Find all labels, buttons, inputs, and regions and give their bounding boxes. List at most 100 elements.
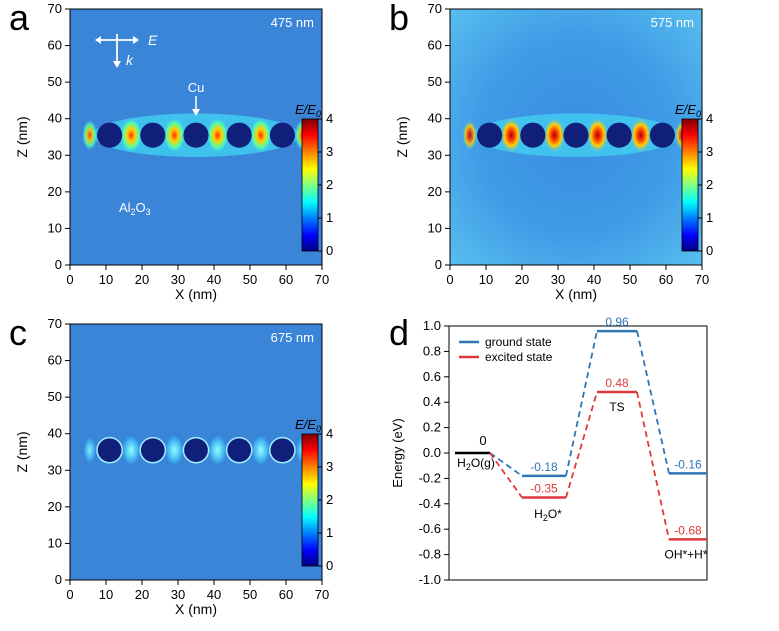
y-tick-label: 20 — [48, 184, 62, 199]
y-tick-label: 30 — [48, 147, 62, 162]
gap-hotspot — [163, 117, 186, 154]
y-tick-label: 40 — [48, 426, 62, 441]
y-tick-label: 70 — [48, 1, 62, 16]
x-tick-label: 20 — [135, 272, 149, 287]
colorbar-title-sub: 0 — [316, 424, 321, 434]
y-tick-label: 60 — [48, 38, 62, 53]
arrowhead-right-icon — [133, 36, 139, 44]
colorbar — [301, 118, 319, 252]
state-label-h2o-g: H2O(g) — [457, 456, 495, 472]
transition-connector — [565, 391, 598, 498]
y-tick-label: 0.0 — [423, 445, 441, 460]
colorbar-tick-label: 4 — [706, 111, 713, 126]
gap-hotspot — [206, 117, 229, 154]
colorbar-tick-label: 0 — [326, 558, 333, 573]
y-tick-label: 10 — [48, 220, 62, 235]
arrowhead-left-icon — [95, 36, 101, 44]
x-tick-label: 60 — [279, 587, 293, 602]
x-tick-label: 30 — [171, 587, 185, 602]
y-tick-label: 0.8 — [423, 343, 441, 358]
cu-particle — [140, 122, 166, 148]
colorbar-tick-label: 0 — [326, 243, 333, 258]
y-tick-label: 0 — [435, 257, 442, 272]
cu-particle — [563, 122, 589, 148]
colorbar-tick-label: 3 — [706, 144, 713, 159]
edge-hotspot — [82, 434, 98, 466]
cu-particle — [269, 122, 295, 148]
transition-connector — [636, 330, 670, 474]
x-tick-label: 20 — [515, 272, 529, 287]
wavelength-label: 575 nm — [651, 15, 694, 30]
plot-frame — [69, 8, 323, 266]
level-label-reference: 0 — [479, 433, 486, 448]
energy-value-label: 0.48 — [605, 376, 629, 390]
gap-hotspot — [543, 117, 566, 154]
colorbar-tick-label: 3 — [326, 459, 333, 474]
panel-letter-d: d — [389, 312, 410, 353]
panel-letter-a: a — [9, 0, 30, 38]
x-tick-label: 40 — [207, 587, 221, 602]
colorbar-title: E/E0 — [295, 102, 321, 119]
y-tick-label: 20 — [428, 184, 442, 199]
transition-connector — [489, 452, 523, 477]
colorbar-tick-label: 1 — [326, 525, 333, 540]
colorbar — [301, 433, 319, 567]
y-tick-label: 70 — [428, 1, 442, 16]
x-tick-label: 40 — [587, 272, 601, 287]
y-tick-label: -0.8 — [419, 547, 441, 562]
x-tick-label: 70 — [315, 272, 329, 287]
y-tick-label: 30 — [48, 462, 62, 477]
wavelength-label: 475 nm — [271, 15, 314, 30]
y-tick-label: 40 — [428, 111, 442, 126]
cu-particle — [96, 436, 123, 464]
energy-value-label: 0.96 — [605, 315, 629, 329]
gap-hotspot — [119, 117, 143, 154]
transition-connector — [489, 452, 523, 498]
y-axis-label: Z (nm) — [14, 431, 30, 472]
cu-particle — [520, 122, 546, 148]
y-tick-label: 50 — [48, 389, 62, 404]
y-tick-label: 40 — [48, 111, 62, 126]
x-tick-label: 60 — [659, 272, 673, 287]
y-axis-label: Z (nm) — [394, 116, 410, 157]
cu-particle — [269, 436, 296, 464]
y-tick-label: 0 — [55, 572, 62, 587]
x-tick-label: 30 — [171, 272, 185, 287]
e-label: E — [148, 32, 158, 48]
y-axis-label: Z (nm) — [14, 116, 30, 157]
x-tick-label: 30 — [551, 272, 565, 287]
colorbar-title: E/E0 — [295, 417, 321, 434]
cu-particle — [139, 436, 167, 464]
state-label-h2o-ads: H2O* — [534, 507, 562, 523]
x-tick-label: 40 — [207, 272, 221, 287]
x-tick-label: 60 — [279, 272, 293, 287]
series-excited-state: -0.35 0.48 -0.68 excited state — [459, 350, 707, 541]
x-tick-label: 0 — [446, 272, 453, 287]
y-tick-label: 60 — [428, 38, 442, 53]
x-tick-label: 0 — [66, 587, 73, 602]
cu-particle — [182, 436, 210, 464]
x-tick-label: 50 — [623, 272, 637, 287]
energy-value-label: -0.68 — [674, 523, 702, 537]
cu-particle — [477, 122, 503, 148]
state-label-product: OH*+H* — [664, 548, 707, 562]
y-tick-label: 60 — [48, 353, 62, 368]
colorbar-tick-label: 4 — [326, 426, 333, 441]
plot-frame — [69, 323, 323, 581]
cu-particle — [183, 122, 209, 148]
x-tick-label: 50 — [243, 272, 257, 287]
al2o3-label: Al2O3 — [119, 200, 151, 217]
y-tick-label: 10 — [428, 220, 442, 235]
legend-label: ground state — [485, 335, 552, 349]
energy-value-label: -0.16 — [674, 457, 702, 471]
x-tick-label: 20 — [135, 587, 149, 602]
y-tick-label: 1.0 — [423, 318, 441, 333]
y-tick-label: 70 — [48, 316, 62, 331]
edge-hotspot — [82, 119, 98, 151]
gap-hotspot — [249, 432, 273, 469]
colorbar-title-sub: 0 — [696, 109, 701, 119]
y-tick-label: 0.4 — [423, 394, 441, 409]
